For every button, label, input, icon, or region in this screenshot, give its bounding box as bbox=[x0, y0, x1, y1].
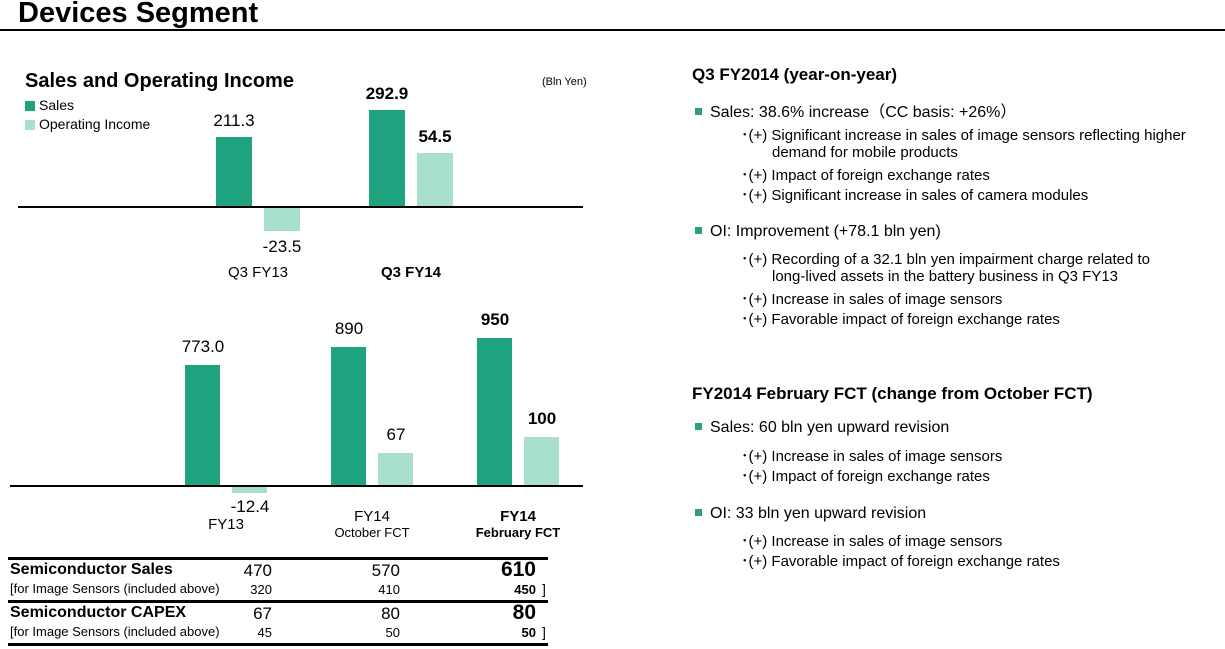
bar-sales bbox=[369, 109, 405, 206]
sub-value-cell: 450 bbox=[514, 582, 536, 597]
data-label-sales: 292.9 bbox=[365, 83, 409, 103]
value-cell: 610 bbox=[500, 558, 536, 581]
bullet-fct-oi: OI: 33 bln yen upward revision bbox=[695, 505, 926, 523]
sub-value-cell: 50 bbox=[521, 625, 536, 640]
data-label-sales: 950 bbox=[480, 309, 510, 329]
bar-operating-income bbox=[417, 152, 453, 206]
value-cell: 80 bbox=[381, 604, 400, 623]
legend-swatch bbox=[25, 101, 35, 111]
bullet-text: OI: 33 bln yen upward revision bbox=[710, 505, 927, 522]
category-subline: February FCT bbox=[475, 525, 561, 540]
bullet-q3-oi: OI: Improvement (+78.1 bln yen) bbox=[695, 223, 941, 241]
table-rule bbox=[8, 600, 548, 603]
detail-item: long-lived assets in the battery busines… bbox=[772, 268, 1119, 285]
row-label: Semiconductor CAPEX bbox=[10, 604, 187, 621]
legend-label: Operating Income bbox=[39, 116, 151, 132]
value-cell: 570 bbox=[371, 561, 400, 580]
category-label: FY14 October FCT bbox=[302, 508, 442, 540]
data-label-sales: 773.0 bbox=[181, 337, 225, 357]
legend-operating-income: Operating Income bbox=[25, 116, 150, 132]
bar-operating-income bbox=[232, 487, 267, 493]
category-line: FY13 bbox=[208, 516, 244, 533]
category-label: Q3 FY14 bbox=[380, 264, 442, 281]
category-subline: October FCT bbox=[334, 525, 410, 540]
value-cell: 470 bbox=[243, 561, 272, 580]
bar-sales bbox=[331, 347, 366, 485]
bullet-text: Sales: 60 bln yen upward revision bbox=[710, 419, 950, 436]
data-label-oi: -23.5 bbox=[262, 237, 302, 257]
detail-item: ･(+) Increase in sales of image sensors bbox=[741, 533, 1003, 550]
detail-item: ･(+) Significant increase in sales of im… bbox=[741, 127, 1186, 144]
data-label-oi: -12.4 bbox=[230, 496, 270, 516]
detail-item: ･(+) Impact of foreign exchange rates bbox=[741, 167, 990, 184]
x-axis bbox=[10, 485, 583, 487]
legend-swatch bbox=[25, 120, 35, 130]
bullet-icon bbox=[695, 509, 702, 516]
data-label-sales: 890 bbox=[334, 319, 364, 339]
chart-title: Sales and Operating Income bbox=[25, 70, 294, 92]
x-axis bbox=[18, 206, 583, 208]
value-cell: 80 bbox=[512, 601, 536, 624]
unit-label: (Bln Yen) bbox=[542, 76, 587, 88]
bar-operating-income bbox=[524, 437, 559, 485]
page-title: Devices Segment bbox=[18, 0, 259, 29]
sub-value-cell: 410 bbox=[378, 582, 400, 597]
data-label-oi: 100 bbox=[527, 409, 557, 428]
bullet-text: OI: Improvement (+78.1 bln yen) bbox=[710, 223, 941, 240]
category-label: Q3 FY13 bbox=[227, 264, 289, 281]
bar-sales bbox=[216, 136, 252, 206]
title-divider bbox=[0, 29, 1225, 31]
bar-sales bbox=[477, 337, 512, 485]
section-title-fct: FY2014 February FCT (change from October… bbox=[692, 384, 1093, 403]
detail-item: demand for mobile products bbox=[772, 144, 958, 161]
bullet-text: Sales: 38.6% increase（CC basis: +26%） bbox=[710, 104, 1017, 121]
detail-item: ･(+) Significant increase in sales of ca… bbox=[741, 187, 1089, 204]
category-label: FY14 February FCT bbox=[448, 508, 588, 540]
detail-item: ･(+) Increase in sales of image sensors bbox=[741, 448, 1003, 465]
bullet-q3-sales: Sales: 38.6% increase（CC basis: +26%） bbox=[695, 98, 1016, 122]
bracket: ] bbox=[542, 624, 546, 640]
value-cell: 67 bbox=[253, 604, 272, 623]
category-line: FY14 bbox=[500, 508, 536, 525]
bullet-icon bbox=[695, 423, 702, 430]
bullet-icon bbox=[695, 227, 702, 234]
row-sub-label: [for Image Sensors (included above) bbox=[10, 581, 220, 596]
bar-operating-income bbox=[378, 452, 413, 485]
detail-item: ･(+) Favorable impact of foreign exchang… bbox=[741, 311, 1060, 328]
sub-value-cell: 45 bbox=[257, 625, 272, 640]
detail-item: ･(+) Increase in sales of image sensors bbox=[741, 291, 1003, 308]
section-title-q3: Q3 FY2014 (year-on-year) bbox=[692, 65, 898, 84]
category-label: FY13 bbox=[156, 516, 296, 533]
category-line: FY14 bbox=[354, 508, 390, 525]
legend-label: Sales bbox=[39, 97, 75, 113]
data-label-sales: 211.3 bbox=[213, 110, 255, 130]
sub-value-cell: 50 bbox=[385, 625, 400, 640]
bullet-fct-sales: Sales: 60 bln yen upward revision bbox=[695, 419, 949, 437]
detail-item: ･(+) Recording of a 32.1 bln yen impairm… bbox=[741, 251, 1150, 268]
bar-operating-income bbox=[264, 208, 300, 232]
table-rule bbox=[8, 643, 548, 646]
detail-item: ･(+) Favorable impact of foreign exchang… bbox=[741, 553, 1060, 570]
row-label: Semiconductor Sales bbox=[10, 561, 173, 578]
legend-sales: Sales bbox=[25, 97, 74, 113]
bracket: ] bbox=[542, 581, 546, 597]
data-label-oi: 54.5 bbox=[418, 126, 452, 146]
sub-value-cell: 320 bbox=[250, 582, 272, 597]
bar-sales bbox=[185, 365, 220, 485]
detail-item: ･(+) Impact of foreign exchange rates bbox=[741, 468, 990, 485]
table-rule bbox=[8, 557, 548, 560]
row-sub-label: [for Image Sensors (included above) bbox=[10, 624, 220, 639]
data-label-oi: 67 bbox=[386, 424, 406, 444]
bullet-icon bbox=[695, 108, 702, 115]
